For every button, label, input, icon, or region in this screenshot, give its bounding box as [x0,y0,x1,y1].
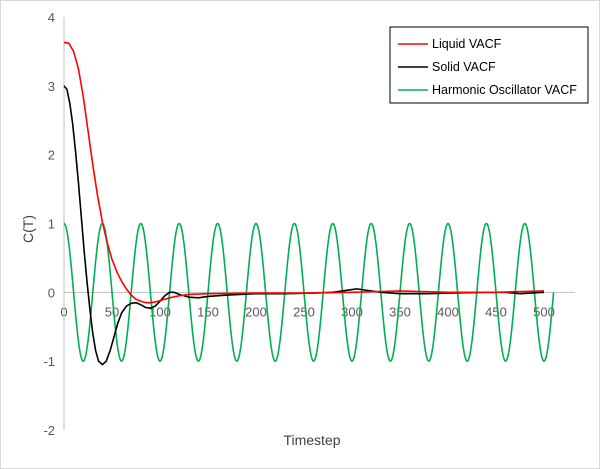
y-tick-label: 4 [48,10,55,25]
legend-item-liquid: Liquid VACF [398,37,502,51]
series-line-harmonic-oscillator-vacf [63,222,555,362]
x-tick-label: 350 [389,304,411,319]
legend: Liquid VACF Solid VACF Harmonic Oscillat… [389,26,589,104]
y-tick-labels: 4 3 2 1 0 -1 -2 [43,10,55,438]
legend-item-solid: Solid VACF [398,60,496,74]
plot-area [63,41,555,366]
x-tick-label: 150 [197,304,219,319]
y-tick-label: -1 [43,354,55,369]
legend-label-solid: Solid VACF [432,60,496,74]
x-tick-label: 400 [437,304,459,319]
series-line-liquid-vacf [63,41,545,304]
x-tick-label: 500 [533,304,555,319]
y-tick-label: 0 [48,285,55,300]
y-tick-label: 2 [48,148,55,163]
series-line-solid-vacf [63,85,545,366]
y-tick-label: -2 [43,423,55,438]
x-tick-label: 250 [293,304,315,319]
y-axis-title: C(T) [20,215,36,243]
y-tick-label: 1 [48,217,55,232]
legend-item-harmonic: Harmonic Oscillator VACF [398,83,577,97]
x-tick-label: 50 [105,304,119,319]
x-tick-label: 450 [485,304,507,319]
legend-label-liquid: Liquid VACF [432,37,502,51]
x-tick-labels: 050100150200250300350400450500 [60,304,554,319]
legend-label-harmonic: Harmonic Oscillator VACF [432,83,577,97]
y-tick-label: 3 [48,79,55,94]
x-axis-title: Timestep [283,432,340,448]
x-tick-label: 200 [245,304,267,319]
x-tick-label: 100 [149,304,171,319]
x-tick-label: 300 [341,304,363,319]
